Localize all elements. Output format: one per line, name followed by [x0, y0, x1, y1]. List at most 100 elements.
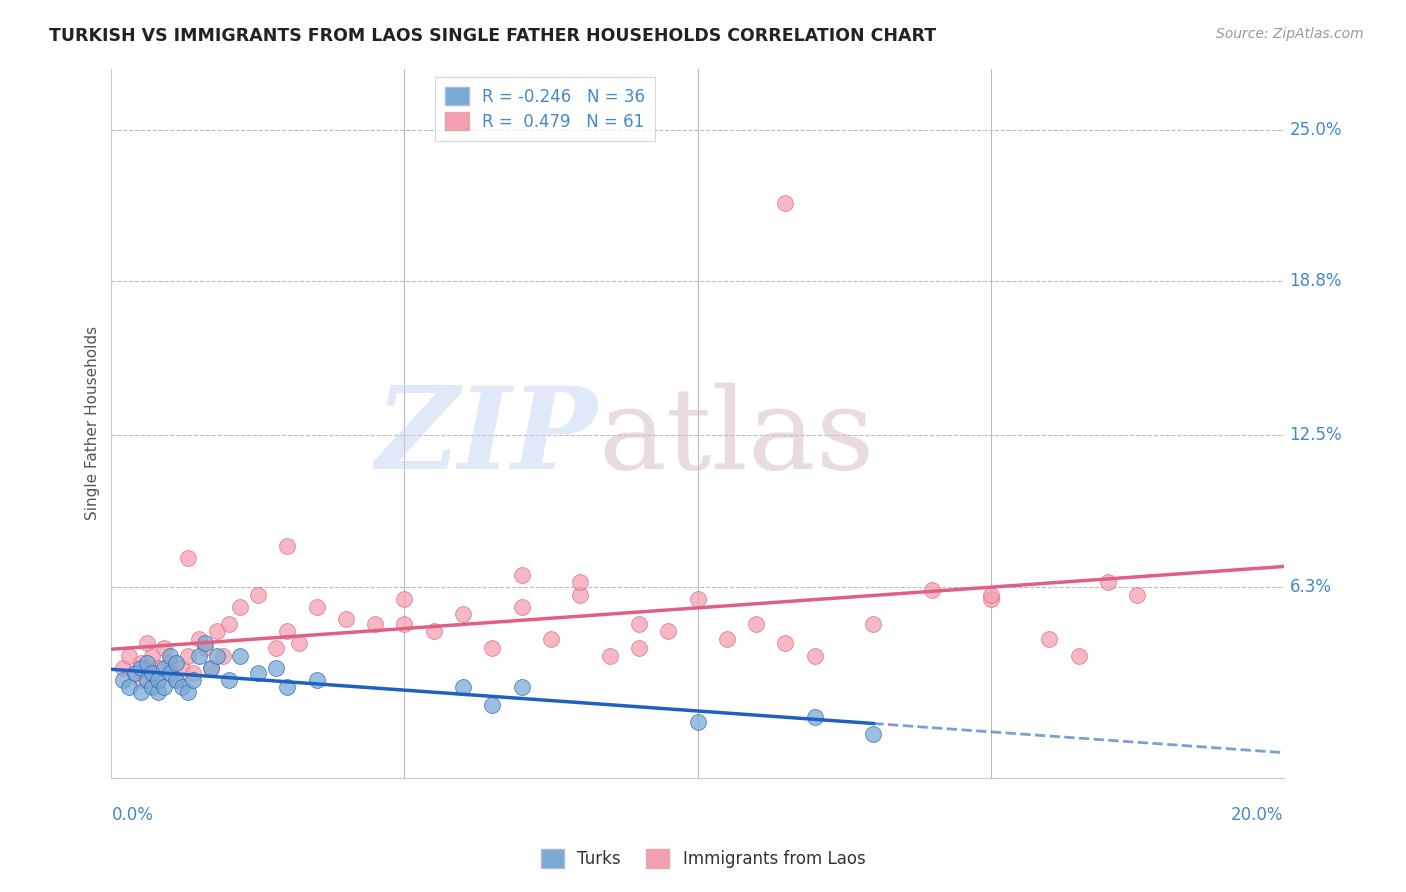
Point [129, 685, 152, 699]
Point [510, 568, 533, 582]
Point [394, 592, 416, 607]
Point [1038, 632, 1060, 646]
Point [124, 665, 146, 680]
Point [540, 632, 562, 646]
Point [141, 665, 163, 680]
Point [686, 714, 709, 729]
Point [218, 673, 240, 687]
Text: atlas: atlas [598, 382, 875, 492]
Point [1126, 588, 1149, 602]
Point [394, 616, 416, 631]
Point [124, 665, 146, 680]
Point [135, 673, 157, 687]
Point [276, 539, 298, 553]
Text: 0.0%: 0.0% [111, 806, 153, 824]
Point [135, 656, 157, 670]
Point [686, 592, 709, 607]
Point [481, 641, 503, 656]
Point [141, 648, 163, 663]
Point [183, 665, 205, 680]
Point [165, 656, 187, 670]
Point [112, 673, 135, 687]
Point [1097, 575, 1119, 590]
Point [246, 588, 269, 602]
Point [264, 661, 287, 675]
Point [229, 648, 252, 663]
Point [364, 616, 387, 631]
Point [188, 632, 211, 646]
Point [246, 665, 269, 680]
Point [205, 648, 228, 663]
Point [229, 599, 252, 614]
Point [159, 656, 181, 670]
Point [481, 698, 503, 712]
Point [423, 624, 446, 639]
Point [276, 624, 298, 639]
Point [148, 673, 170, 687]
Point [627, 616, 650, 631]
Point [153, 661, 176, 675]
Point [141, 665, 163, 680]
Point [1067, 648, 1090, 663]
Text: 20.0%: 20.0% [1232, 806, 1284, 824]
Point [188, 648, 211, 663]
Point [716, 632, 738, 646]
Point [153, 641, 176, 656]
Point [141, 681, 163, 695]
Point [200, 661, 222, 675]
Point [451, 681, 474, 695]
Point [200, 661, 222, 675]
Text: ZIP: ZIP [375, 382, 598, 493]
Point [148, 685, 170, 699]
Point [305, 673, 328, 687]
Point [804, 710, 827, 724]
Point [980, 592, 1002, 607]
Point [129, 661, 152, 675]
Point [129, 673, 152, 687]
Point [335, 612, 357, 626]
Point [148, 673, 170, 687]
Point [176, 685, 198, 699]
Point [305, 599, 328, 614]
Text: TURKISH VS IMMIGRANTS FROM LAOS SINGLE FATHER HOUSEHOLDS CORRELATION CHART: TURKISH VS IMMIGRANTS FROM LAOS SINGLE F… [49, 27, 936, 45]
Point [745, 616, 768, 631]
Point [775, 636, 797, 650]
Point [153, 681, 176, 695]
Legend: Turks, Immigrants from Laos: Turks, Immigrants from Laos [534, 843, 872, 875]
Text: Source: ZipAtlas.com: Source: ZipAtlas.com [1216, 27, 1364, 41]
Point [775, 196, 797, 211]
Point [165, 673, 187, 687]
Point [510, 681, 533, 695]
Point [194, 641, 217, 656]
Point [183, 673, 205, 687]
Point [118, 681, 141, 695]
Point [288, 636, 311, 650]
Point [129, 656, 152, 670]
Y-axis label: Single Father Households: Single Father Households [86, 326, 100, 520]
Point [135, 636, 157, 650]
Point [980, 588, 1002, 602]
Point [451, 607, 474, 621]
Point [276, 681, 298, 695]
Point [627, 641, 650, 656]
Point [159, 665, 181, 680]
Point [657, 624, 679, 639]
Point [569, 588, 592, 602]
Point [205, 624, 228, 639]
Point [569, 575, 592, 590]
Point [118, 648, 141, 663]
Point [862, 616, 884, 631]
Point [135, 661, 157, 675]
Point [176, 648, 198, 663]
Point [159, 648, 181, 663]
Legend: R = -0.246   N = 36, R =  0.479   N = 61: R = -0.246 N = 36, R = 0.479 N = 61 [436, 77, 655, 141]
Point [510, 599, 533, 614]
Text: 25.0%: 25.0% [1289, 120, 1343, 138]
Point [148, 661, 170, 675]
Point [599, 648, 621, 663]
Point [194, 636, 217, 650]
Point [804, 648, 827, 663]
Text: 18.8%: 18.8% [1289, 272, 1343, 291]
Text: 6.3%: 6.3% [1289, 578, 1331, 596]
Point [112, 661, 135, 675]
